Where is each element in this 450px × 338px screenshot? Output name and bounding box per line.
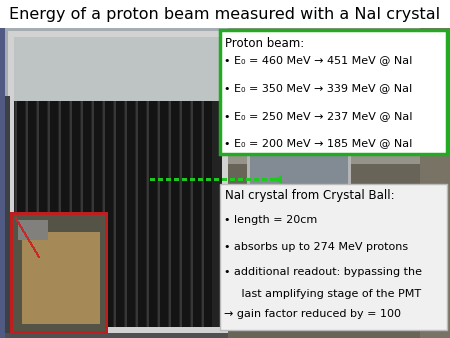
Text: • additional readout: bypassing the: • additional readout: bypassing the	[224, 267, 422, 277]
Text: Energy of a proton beam measured with a NaI crystal: Energy of a proton beam measured with a …	[9, 6, 441, 22]
Bar	[220, 184, 447, 330]
Text: • absorbs up to 274 MeV protons: • absorbs up to 274 MeV protons	[224, 242, 408, 252]
Text: • E₀ = 200 MeV → 185 MeV @ NaI: • E₀ = 200 MeV → 185 MeV @ NaI	[224, 138, 413, 148]
Text: NaI crystal from Crystal Ball:: NaI crystal from Crystal Ball:	[225, 189, 395, 202]
Text: • E₀ = 250 MeV → 237 MeV @ NaI: • E₀ = 250 MeV → 237 MeV @ NaI	[224, 111, 413, 121]
Text: last amplifying stage of the PMT: last amplifying stage of the PMT	[224, 289, 421, 299]
Text: → gain factor reduced by = 100: → gain factor reduced by = 100	[224, 309, 401, 319]
Text: • length = 20cm: • length = 20cm	[224, 215, 317, 225]
Text: • E₀ = 460 MeV → 451 MeV @ NaI: • E₀ = 460 MeV → 451 MeV @ NaI	[224, 55, 413, 65]
Text: • E₀ = 350 MeV → 339 MeV @ NaI: • E₀ = 350 MeV → 339 MeV @ NaI	[224, 83, 412, 93]
Bar	[220, 30, 447, 154]
Text: Proton beam:: Proton beam:	[225, 37, 304, 49]
